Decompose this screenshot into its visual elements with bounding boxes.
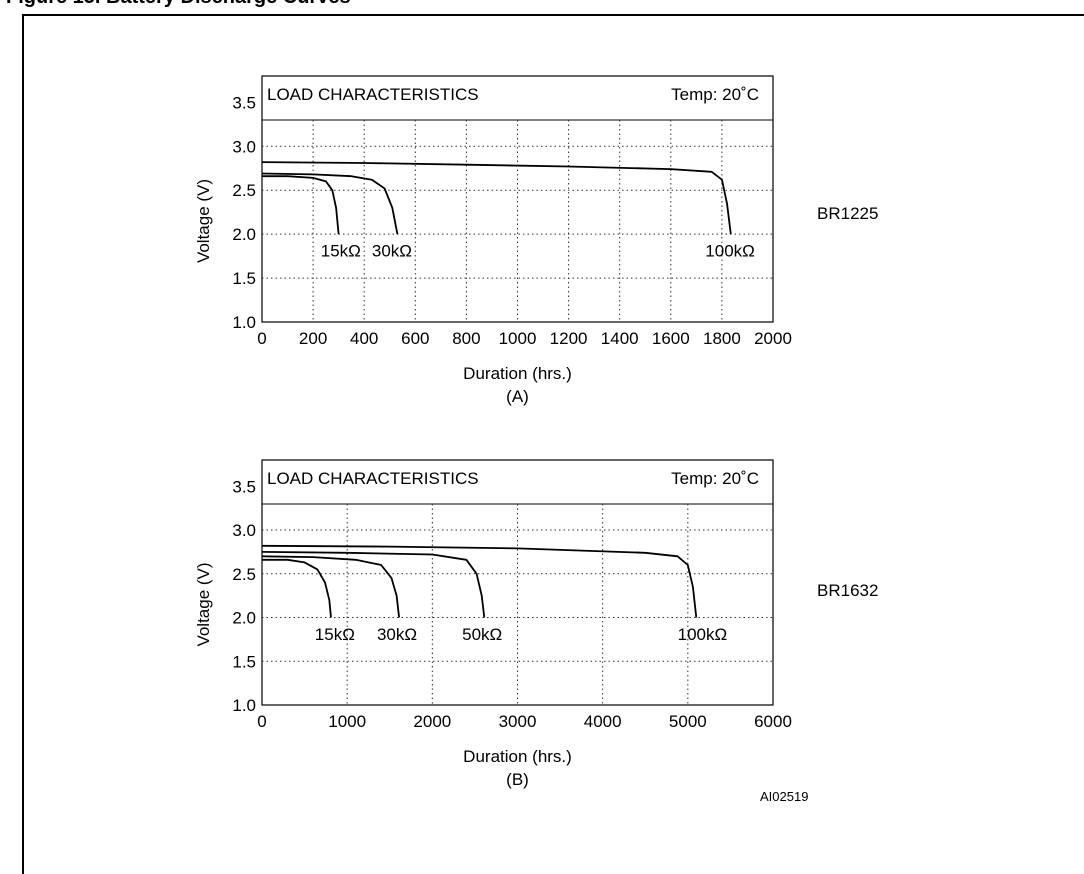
plot-area — [261, 75, 774, 323]
x-axis-label: Duration (hrs.) — [463, 364, 572, 383]
series-line — [261, 161, 732, 235]
series-line — [262, 175, 340, 235]
plot-area — [261, 459, 774, 706]
x-tick-label: 400 — [350, 329, 378, 348]
series-label: 15kΩ — [321, 242, 361, 261]
x-tick-label: 800 — [452, 329, 480, 348]
y-axis-label: Voltage (V) — [194, 562, 213, 646]
y-tick-label: 1.0 — [232, 313, 256, 332]
series-line — [261, 555, 400, 618]
y-tick-label: 3.5 — [232, 93, 256, 112]
temp-label: Temp: 20˚C — [671, 85, 759, 104]
y-tick-label: 2.5 — [232, 181, 256, 200]
y-tick-label: 3.5 — [232, 477, 256, 496]
series-line — [261, 172, 399, 235]
x-tick-label: 600 — [401, 329, 429, 348]
x-tick-label: 1000 — [328, 712, 366, 731]
caption-area: Figure 13. Battery Discharge Curves — [0, 0, 1084, 28]
x-tick-label: 2000 — [413, 712, 451, 731]
y-tick-label: 3.0 — [232, 137, 256, 156]
series-label: 100kΩ — [705, 242, 755, 261]
series-label: 30kΩ — [377, 625, 417, 644]
x-tick-label: 0 — [257, 329, 266, 348]
series-label: 15kΩ — [315, 625, 355, 644]
battery-label: BR1632 — [817, 581, 878, 600]
x-tick-label: 200 — [299, 329, 327, 348]
series-line — [262, 558, 332, 618]
chart-title: LOAD CHARACTERISTICS — [267, 469, 479, 488]
figure-frame — [22, 14, 1084, 874]
x-tick-label: 1400 — [601, 329, 639, 348]
x-tick-label: 2000 — [754, 329, 792, 348]
series-label: 100kΩ — [678, 625, 728, 644]
chart-a: 1.0 1.5 2.0 2.5 3.0 3.5 0 200 400 600 800 1000 1200 1… — [194, 75, 878, 406]
y-tick-label: 2.0 — [232, 609, 256, 628]
series-label: 50kΩ — [462, 625, 502, 644]
figure-code: AI02519 — [760, 789, 808, 804]
y-tick-label: 1.5 — [232, 652, 256, 671]
y-tick-label: 2.5 — [232, 565, 256, 584]
series-line — [261, 544, 698, 618]
y-tick-label: 3.0 — [232, 521, 256, 540]
series-line — [261, 551, 486, 618]
x-tick-label: 6000 — [754, 712, 792, 731]
chart-b: 1.0 1.5 2.0 2.5 3.0 3.5 0 1000 2000 3000 4000 5000 6… — [194, 459, 878, 789]
temp-label: Temp: 20˚C — [671, 469, 759, 488]
x-tick-label: 1800 — [703, 329, 741, 348]
battery-label: BR1225 — [817, 204, 878, 223]
chart-sublabel: (A) — [506, 387, 529, 406]
y-tick-label: 1.5 — [232, 269, 256, 288]
y-tick-label: 1.0 — [232, 696, 256, 715]
x-tick-label: 1000 — [499, 329, 537, 348]
chart-title: LOAD CHARACTERISTICS — [267, 85, 479, 104]
chart-sublabel: (B) — [506, 770, 529, 789]
x-tick-label: 1600 — [652, 329, 690, 348]
x-tick-label: 1200 — [550, 329, 588, 348]
x-axis-label: Duration (hrs.) — [463, 747, 572, 766]
x-tick-label: 0 — [257, 712, 266, 731]
series-label: 30kΩ — [372, 242, 412, 261]
x-tick-label: 5000 — [669, 712, 707, 731]
y-axis-label: Voltage (V) — [194, 179, 213, 263]
x-tick-label: 4000 — [584, 712, 622, 731]
figure-caption: Figure 13. Battery Discharge Curves — [6, 0, 351, 9]
x-tick-label: 3000 — [499, 712, 537, 731]
y-tick-label: 2.0 — [232, 225, 256, 244]
